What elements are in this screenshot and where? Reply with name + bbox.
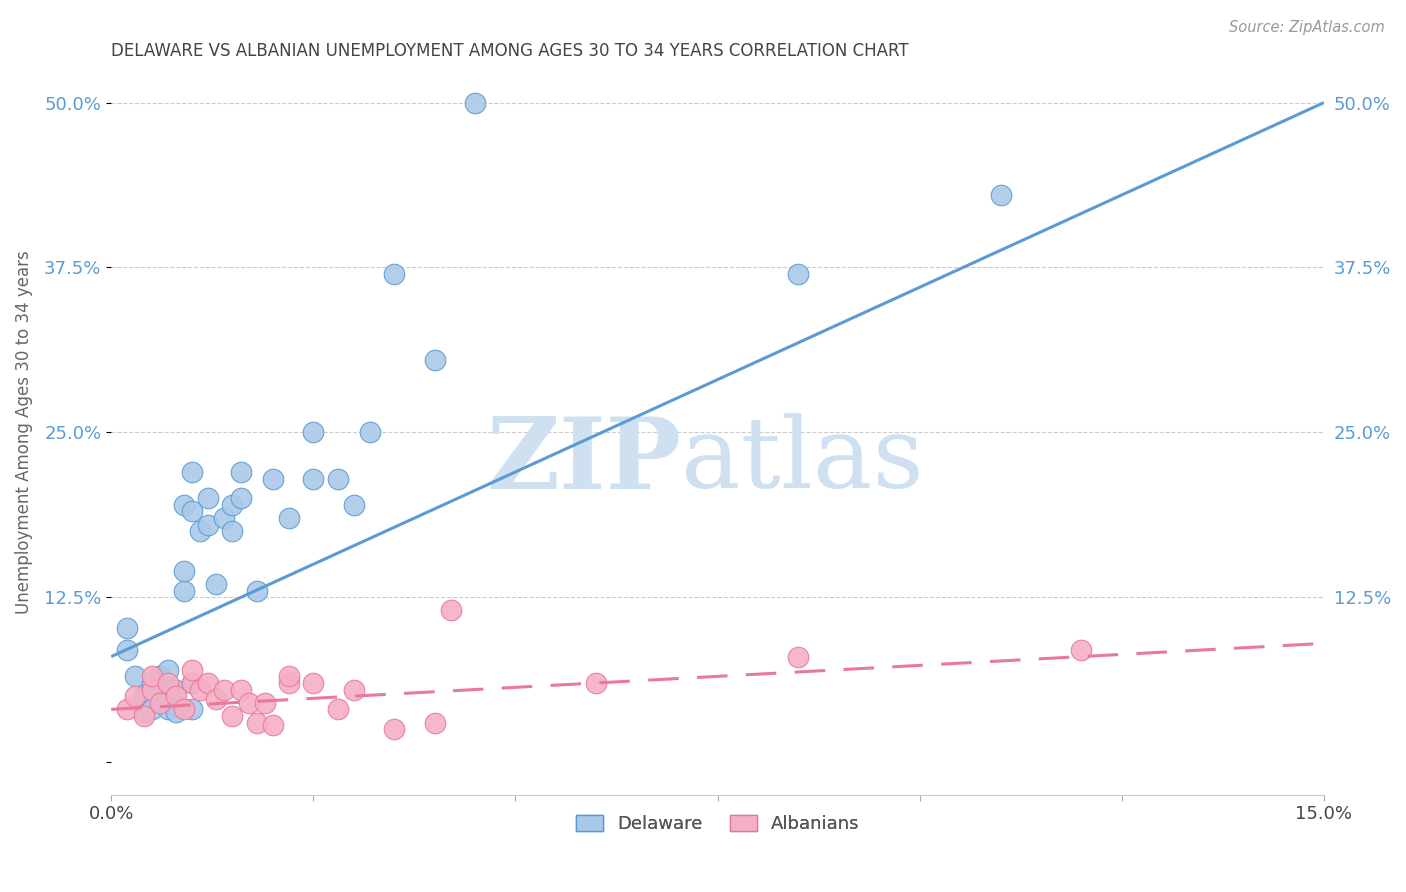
Point (205, 691, 228, 706)
Point (124, 669, 146, 683)
Point (156, 676, 179, 690)
Point (787, 267, 810, 281)
Point (382, 722, 405, 736)
Point (165, 689, 187, 703)
Point (343, 498, 366, 512)
Point (302, 425, 325, 440)
Point (165, 705, 187, 719)
Point (117, 621, 139, 635)
Point (156, 663, 179, 677)
Point (156, 702, 179, 716)
Point (173, 702, 195, 716)
Point (326, 471, 349, 485)
Point (214, 511, 236, 525)
Point (229, 682, 252, 697)
Point (278, 676, 301, 690)
Point (214, 682, 236, 697)
Legend: Delaware, Albanians: Delaware, Albanians (568, 808, 866, 840)
Point (787, 649, 810, 664)
Point (181, 465, 204, 479)
Point (197, 676, 219, 690)
Point (990, 188, 1012, 202)
Point (262, 718, 284, 732)
Point (141, 669, 163, 683)
Text: ZIP: ZIP (486, 413, 681, 510)
Point (132, 709, 155, 723)
Point (221, 498, 243, 512)
Point (188, 682, 211, 697)
Point (149, 696, 172, 710)
Point (440, 603, 463, 617)
Point (141, 702, 163, 716)
Point (343, 682, 366, 697)
Point (197, 491, 219, 506)
Point (181, 663, 204, 677)
Point (382, 267, 405, 281)
Point (141, 676, 163, 690)
Point (181, 504, 204, 518)
Point (246, 583, 269, 598)
Point (246, 715, 269, 730)
Point (238, 696, 260, 710)
Point (197, 517, 219, 532)
Point (585, 676, 607, 690)
Point (253, 696, 276, 710)
Text: DELAWARE VS ALBANIAN UNEMPLOYMENT AMONG AGES 30 TO 34 YEARS CORRELATION CHART: DELAWARE VS ALBANIAN UNEMPLOYMENT AMONG … (111, 42, 908, 60)
Point (181, 676, 204, 690)
Point (156, 682, 179, 697)
Point (1070, 643, 1092, 657)
Point (229, 465, 252, 479)
Point (229, 491, 252, 506)
Point (173, 583, 195, 598)
Y-axis label: Unemployment Among Ages 30 to 34 years: Unemployment Among Ages 30 to 34 years (15, 251, 32, 615)
Point (165, 682, 187, 697)
Point (359, 425, 381, 440)
Point (124, 689, 146, 703)
Point (278, 669, 301, 683)
Text: atlas: atlas (681, 414, 924, 509)
Point (302, 676, 325, 690)
Point (423, 352, 446, 367)
Text: Source: ZipAtlas.com: Source: ZipAtlas.com (1229, 20, 1385, 35)
Point (181, 702, 204, 716)
Point (141, 682, 163, 697)
Point (173, 498, 195, 512)
Point (326, 702, 349, 716)
Point (221, 524, 243, 539)
Point (117, 702, 139, 716)
Point (464, 95, 486, 110)
Point (132, 689, 155, 703)
Point (221, 709, 243, 723)
Point (173, 564, 195, 578)
Point (132, 705, 155, 719)
Point (423, 715, 446, 730)
Point (205, 577, 228, 591)
Point (302, 471, 325, 485)
Point (149, 669, 172, 683)
Point (188, 524, 211, 539)
Point (262, 471, 284, 485)
Point (181, 676, 204, 690)
Point (278, 511, 301, 525)
Point (117, 643, 139, 657)
